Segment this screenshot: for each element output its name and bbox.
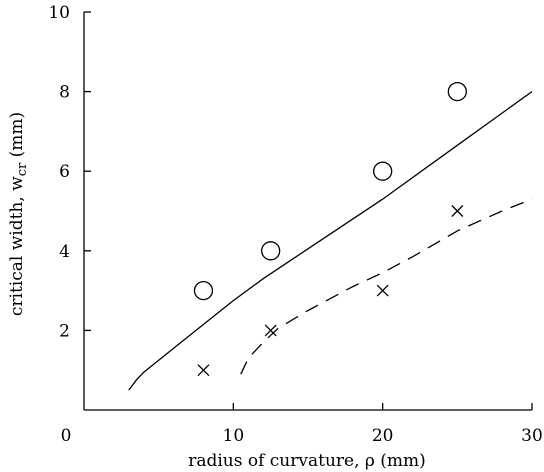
data-markers [193, 81, 467, 377]
y-tick-label: 2 [59, 321, 70, 341]
circle-data-point [193, 280, 214, 301]
y-tick-label: 6 [59, 162, 70, 182]
y-axis-label: critical width, wcr (mm) [7, 112, 30, 316]
dashed-model-curve [240, 198, 533, 375]
x-tick-label: 10 [223, 426, 245, 446]
y-tick-label: 10 [48, 3, 70, 23]
y-axis-label-subscript: cr [15, 162, 30, 176]
circle-data-point [261, 241, 281, 261]
y-axis-label-main: critical width, w [7, 176, 27, 316]
circle-data-point [373, 161, 393, 181]
cross-data-point [376, 284, 389, 297]
y-ticks: 2 4 6 8 10 [48, 3, 91, 341]
circle-data-point [447, 81, 467, 102]
x-axis-label: radius of curvature, ρ (mm) [188, 451, 426, 471]
cross-data-point [264, 324, 277, 337]
model-curves [128, 91, 533, 391]
y-tick-label: 4 [59, 242, 70, 262]
solid-model-curve [128, 91, 533, 391]
x-tick-label: 30 [521, 426, 543, 446]
y-tick-label: 8 [59, 83, 70, 103]
cross-data-point [197, 364, 210, 377]
cross-data-point [451, 205, 464, 217]
y-axis-label-unit: (mm) [7, 112, 27, 163]
x-tick-label: 0 [61, 426, 72, 446]
x-ticks: 0 10 20 30 [61, 403, 543, 446]
x-tick-label: 20 [372, 426, 394, 446]
axes [83, 12, 532, 411]
